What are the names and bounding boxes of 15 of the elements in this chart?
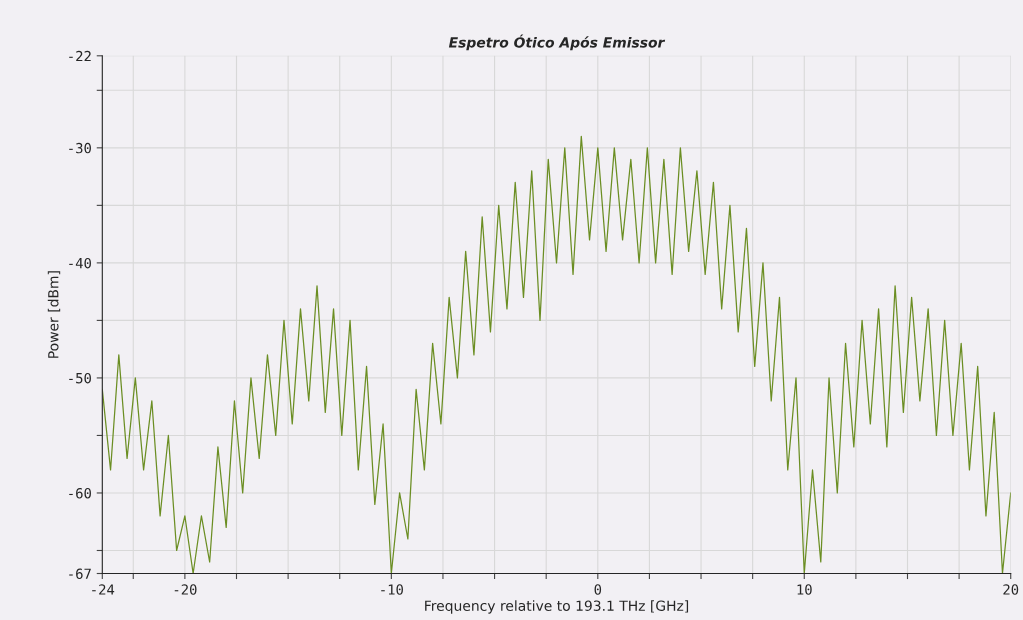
x-tick-label: -10 [381, 584, 403, 595]
x-tick-label: -20 [174, 584, 197, 595]
y-tick-label: -67 [69, 568, 91, 580]
x-axis-title: Frequency relative to 193.1 THz [GHz] [425, 600, 689, 614]
y-tick-label: -30 [69, 142, 91, 154]
x-tick-label: 0 [594, 584, 602, 595]
y-tick-label: -40 [69, 257, 91, 269]
y-tick-label: -50 [69, 372, 91, 384]
x-tick-label: 10 [797, 584, 812, 595]
x-tick-label: 20 [1003, 584, 1019, 595]
y-axis-title: Power [dBm] [47, 271, 61, 358]
y-tick-label: -22 [69, 50, 91, 62]
y-tick-label: -60 [69, 487, 91, 499]
chart-title: Espetro Ótico Após Emissor [448, 34, 666, 51]
x-tick-label: -24 [92, 584, 115, 595]
